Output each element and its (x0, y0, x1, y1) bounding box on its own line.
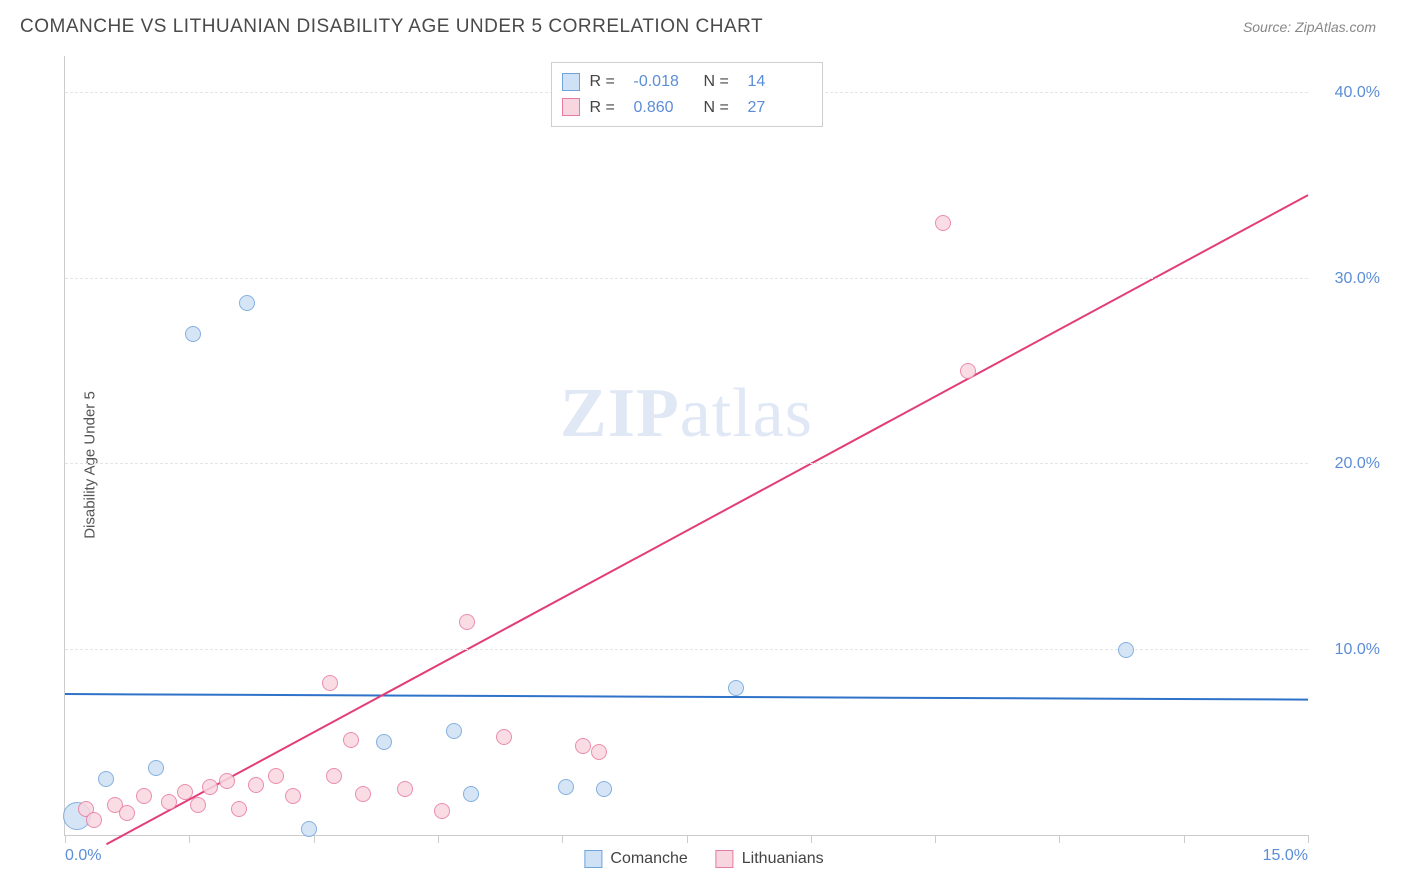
legend-row-comanche: R = -0.018 N = 14 (562, 69, 808, 95)
data-point-comanche (185, 326, 201, 342)
watermark-light: atlas (680, 375, 813, 452)
data-point-lithuanians (248, 777, 264, 793)
gridline (65, 278, 1308, 279)
watermark: ZIPatlas (560, 374, 813, 454)
data-point-lithuanians (202, 779, 218, 795)
y-tick-label: 40.0% (1316, 84, 1380, 102)
legend-r-label: R = (590, 95, 624, 121)
watermark-bold: ZIP (560, 375, 680, 452)
data-point-lithuanians (960, 363, 976, 379)
legend-n-label: N = (704, 95, 738, 121)
data-point-lithuanians (434, 803, 450, 819)
x-tick (189, 835, 190, 843)
y-tick-label: 30.0% (1316, 270, 1380, 288)
data-point-lithuanians (397, 781, 413, 797)
x-tick (935, 835, 936, 843)
data-point-lithuanians (322, 675, 338, 691)
x-tick (1184, 835, 1185, 843)
legend-swatch-lithuanians (716, 850, 734, 868)
data-point-comanche (728, 680, 744, 696)
x-tick (562, 835, 563, 843)
legend-label-lithuanians: Lithuanians (742, 850, 824, 868)
data-point-lithuanians (343, 732, 359, 748)
legend-item-comanche: Comanche (584, 850, 687, 868)
data-point-comanche (463, 786, 479, 802)
x-tick-label: 15.0% (1263, 847, 1308, 865)
data-point-comanche (301, 821, 317, 837)
trend-line-comanche (65, 694, 1308, 700)
legend-label-comanche: Comanche (610, 850, 687, 868)
data-point-lithuanians (161, 794, 177, 810)
data-point-comanche (239, 295, 255, 311)
legend-row-lithuanians: R = 0.860 N = 27 (562, 95, 808, 121)
legend-r-value-comanche: -0.018 (634, 69, 694, 95)
data-point-comanche (148, 760, 164, 776)
trend-line-lithuanians (106, 195, 1308, 844)
y-tick-label: 10.0% (1316, 641, 1380, 659)
data-point-lithuanians (219, 773, 235, 789)
legend-swatch-comanche (584, 850, 602, 868)
chart-title: COMANCHE VS LITHUANIAN DISABILITY AGE UN… (20, 16, 763, 38)
x-tick (687, 835, 688, 843)
x-tick-label: 0.0% (65, 847, 101, 865)
trend-lines-layer (65, 56, 1308, 835)
data-point-lithuanians (177, 784, 193, 800)
data-point-lithuanians (575, 738, 591, 754)
data-point-comanche (98, 771, 114, 787)
legend-r-value-lithuanians: 0.860 (634, 95, 694, 121)
data-point-lithuanians (119, 805, 135, 821)
data-point-lithuanians (268, 768, 284, 784)
data-point-lithuanians (496, 729, 512, 745)
data-point-comanche (446, 723, 462, 739)
data-point-lithuanians (355, 786, 371, 802)
data-point-comanche (376, 734, 392, 750)
y-tick-label: 20.0% (1316, 455, 1380, 473)
x-tick (1308, 835, 1309, 843)
data-point-comanche (596, 781, 612, 797)
data-point-lithuanians (86, 812, 102, 828)
plot-area: ZIPatlas R = -0.018 N = 14 R = 0.860 N =… (64, 56, 1308, 836)
data-point-lithuanians (231, 801, 247, 817)
data-point-lithuanians (326, 768, 342, 784)
data-point-lithuanians (935, 215, 951, 231)
data-point-lithuanians (136, 788, 152, 804)
legend-item-lithuanians: Lithuanians (716, 850, 824, 868)
data-point-comanche (558, 779, 574, 795)
chart-source: Source: ZipAtlas.com (1243, 19, 1376, 35)
legend-n-label: N = (704, 69, 738, 95)
data-point-lithuanians (591, 744, 607, 760)
correlation-legend: R = -0.018 N = 14 R = 0.860 N = 27 (551, 62, 823, 127)
legend-swatch-lithuanians (562, 98, 580, 116)
legend-r-label: R = (590, 69, 624, 95)
data-point-lithuanians (459, 614, 475, 630)
chart-header: COMANCHE VS LITHUANIAN DISABILITY AGE UN… (0, 0, 1406, 48)
x-tick (1059, 835, 1060, 843)
x-tick (811, 835, 812, 843)
data-point-lithuanians (285, 788, 301, 804)
chart-container: Disability Age Under 5 ZIPatlas R = -0.0… (20, 56, 1388, 874)
data-point-lithuanians (190, 797, 206, 813)
legend-swatch-comanche (562, 73, 580, 91)
legend-n-value-lithuanians: 27 (748, 95, 808, 121)
data-point-comanche (1118, 642, 1134, 658)
series-legend: Comanche Lithuanians (584, 850, 823, 868)
legend-n-value-comanche: 14 (748, 69, 808, 95)
gridline (65, 463, 1308, 464)
x-tick (65, 835, 66, 843)
x-tick (438, 835, 439, 843)
